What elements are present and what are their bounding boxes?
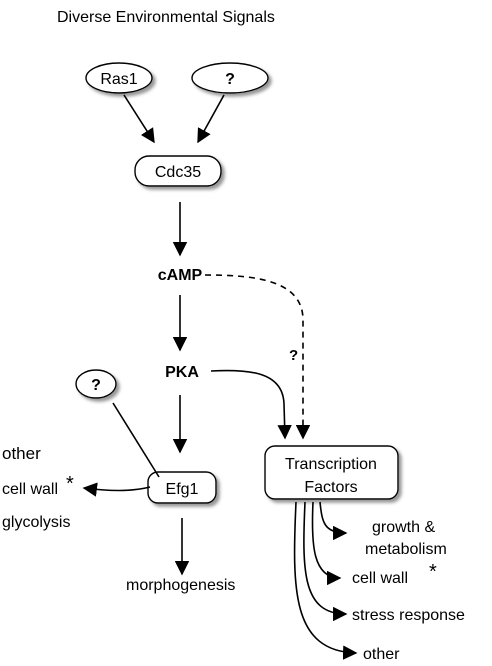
efg1-target-cell-wall: cell wall xyxy=(2,481,58,498)
tf-target-cell-wall: cell wall xyxy=(352,570,408,587)
tf-target-other: other xyxy=(363,646,400,663)
arrow-unknown-to-cdc35 xyxy=(197,94,225,144)
efg1-label: Efg1 xyxy=(166,481,199,498)
dashed-arrow-camp-to-tf xyxy=(204,274,311,440)
diagram-title: Diverse Environmental Signals xyxy=(57,9,275,26)
tf-label-line1: Transcription xyxy=(285,456,377,473)
tf-target-stress-response: stress response xyxy=(352,607,465,624)
arrow-efg1-to-cell-wall xyxy=(82,482,151,497)
tf-target-growth-line1: growth & xyxy=(372,519,435,536)
pka-tf-question-label: ? xyxy=(289,347,298,364)
unknown-top-label: ? xyxy=(225,71,235,88)
transcription-factors-node: Transcription Factors xyxy=(264,445,399,500)
efg1-target-morphogenesis: morphogenesis xyxy=(126,577,235,594)
ras1-node: Ras1 xyxy=(85,62,153,94)
cdc35-label: Cdc35 xyxy=(155,164,201,181)
arrow-tf-to-cell-wall xyxy=(311,501,342,586)
arrow-tf-to-stress xyxy=(303,501,348,622)
tf-target-growth-line2: metabolism xyxy=(365,541,447,558)
arrow-tf-to-other xyxy=(293,501,358,660)
unknown-left-node: ? xyxy=(75,369,117,399)
cdc35-node: Cdc35 xyxy=(134,155,222,187)
unknown-top-node: ? xyxy=(191,62,269,94)
tf-label-line2: Factors xyxy=(304,479,357,496)
efg1-cell-wall-asterisk: * xyxy=(66,473,74,495)
arrow-tf-to-growth xyxy=(319,501,348,541)
efg1-target-glycolysis: glycolysis xyxy=(2,514,70,531)
tf-cell-wall-asterisk: * xyxy=(429,561,437,583)
ras1-label: Ras1 xyxy=(100,71,137,88)
camp-label: cAMP xyxy=(158,267,203,284)
efg1-target-other: other xyxy=(2,444,41,463)
arrow-pka-to-tf xyxy=(210,369,292,440)
unknown-left-label: ? xyxy=(91,377,101,394)
pka-label: PKA xyxy=(165,364,199,381)
line-unknown-to-efg1 xyxy=(112,402,160,478)
arrow-ras1-to-cdc35 xyxy=(123,94,155,144)
